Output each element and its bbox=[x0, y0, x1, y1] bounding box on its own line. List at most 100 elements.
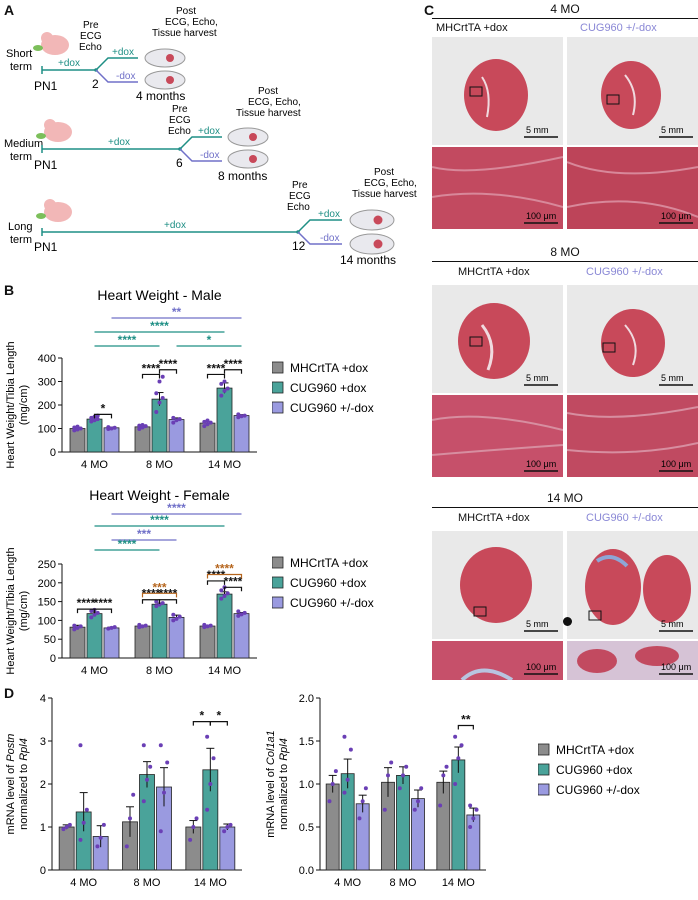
data-point bbox=[140, 624, 145, 629]
significance-label: *** bbox=[152, 580, 166, 594]
data-point bbox=[137, 426, 142, 431]
significance-label: **** bbox=[159, 357, 178, 371]
bar bbox=[325, 783, 340, 871]
data-point bbox=[202, 424, 207, 429]
data-point bbox=[342, 790, 347, 795]
data-point bbox=[188, 837, 193, 842]
data-point bbox=[419, 786, 424, 791]
svg-text:5 mm: 5 mm bbox=[526, 619, 549, 629]
data-point bbox=[333, 769, 338, 774]
data-point bbox=[141, 743, 146, 748]
data-point bbox=[205, 624, 210, 629]
svg-text:PN1: PN1 bbox=[34, 240, 58, 254]
bar bbox=[168, 419, 185, 453]
branch-up-label: +dox bbox=[112, 47, 134, 58]
significance-label: *** bbox=[137, 527, 151, 541]
data-point bbox=[140, 422, 145, 427]
data-point bbox=[101, 822, 106, 827]
y-tick-label: 300 bbox=[38, 377, 56, 389]
mouse-pup-icon bbox=[33, 32, 69, 55]
bar bbox=[436, 781, 451, 871]
data-point bbox=[222, 829, 227, 834]
panel-label-b: B bbox=[4, 282, 15, 298]
data-point bbox=[348, 747, 353, 752]
svg-text:+dox: +dox bbox=[318, 209, 340, 220]
svg-text:5 mm: 5 mm bbox=[526, 125, 549, 135]
significance-bracket bbox=[209, 721, 228, 726]
y-tick-label: 1.5 bbox=[299, 736, 314, 748]
histology-zoom-image: 100 μm bbox=[567, 641, 698, 680]
data-point bbox=[109, 426, 114, 431]
y-tick-label: 200 bbox=[38, 400, 56, 412]
svg-text:100 μm: 100 μm bbox=[526, 662, 556, 672]
data-point bbox=[438, 803, 443, 808]
bar bbox=[219, 826, 236, 871]
data-point bbox=[174, 616, 179, 621]
data-point bbox=[222, 379, 227, 384]
data-point bbox=[459, 743, 464, 748]
mouse-icon bbox=[144, 48, 186, 90]
legend-item: CUG960 +dox bbox=[290, 381, 366, 395]
data-point bbox=[444, 764, 449, 769]
data-point bbox=[205, 418, 210, 423]
significance-bracket bbox=[93, 413, 113, 419]
svg-text:+dox: +dox bbox=[108, 137, 130, 148]
significance-bracket bbox=[457, 724, 474, 730]
timeline-diagram: Short term +dox +dox -dox Pre ECG Echo P… bbox=[4, 6, 417, 267]
significance-bracket bbox=[93, 608, 113, 614]
data-point bbox=[327, 799, 332, 804]
data-point bbox=[177, 614, 182, 619]
data-point bbox=[89, 419, 94, 424]
data-point bbox=[165, 760, 170, 765]
data-point bbox=[225, 591, 230, 596]
y-tick-label: 0 bbox=[50, 447, 56, 459]
significance-bracket bbox=[223, 369, 243, 374]
bar bbox=[69, 626, 86, 659]
significance-label: **** bbox=[167, 501, 186, 515]
svg-text:5 mm: 5 mm bbox=[526, 373, 549, 383]
data-point bbox=[474, 807, 479, 812]
data-point bbox=[78, 743, 83, 748]
y-tick-label: 2.0 bbox=[299, 693, 314, 705]
significance-label: * bbox=[216, 709, 221, 723]
data-point bbox=[143, 623, 148, 628]
data-point bbox=[171, 618, 176, 623]
mouse-pup-icon bbox=[36, 119, 72, 142]
data-point bbox=[157, 400, 162, 405]
bar bbox=[451, 759, 466, 871]
legend-item: CUG960 +/-dox bbox=[290, 401, 374, 415]
data-point bbox=[171, 612, 176, 617]
data-point bbox=[228, 822, 233, 827]
data-point bbox=[357, 816, 362, 821]
bar bbox=[216, 593, 233, 659]
data-point bbox=[124, 844, 129, 849]
data-point bbox=[225, 825, 230, 829]
significance-bracket bbox=[158, 369, 178, 374]
significance-label: **** bbox=[118, 537, 137, 551]
y-tick-label: 0.0 bbox=[299, 865, 314, 877]
data-point bbox=[174, 418, 179, 423]
data-point bbox=[112, 425, 117, 430]
data-point bbox=[78, 426, 83, 431]
data-point bbox=[92, 612, 97, 617]
svg-text:100 μm: 100 μm bbox=[526, 211, 556, 221]
panel-label-c: C bbox=[424, 2, 435, 18]
bar bbox=[168, 616, 185, 659]
significance-label: **** bbox=[215, 562, 234, 576]
dox-label: +dox bbox=[58, 58, 80, 69]
data-point bbox=[386, 773, 390, 778]
data-point bbox=[78, 624, 83, 629]
data-point bbox=[342, 734, 347, 739]
data-point bbox=[412, 807, 417, 812]
y-tick-label: 250 bbox=[38, 559, 56, 571]
significance-label: **** bbox=[224, 357, 243, 371]
data-point bbox=[95, 417, 100, 422]
x-tick-label: 14 MO bbox=[208, 665, 241, 674]
data-point bbox=[242, 610, 247, 615]
data-point bbox=[205, 734, 210, 739]
data-point bbox=[95, 844, 100, 849]
svg-text:100 μm: 100 μm bbox=[661, 211, 691, 221]
x-tick-label: 8 MO bbox=[146, 459, 173, 468]
data-point bbox=[202, 622, 207, 627]
